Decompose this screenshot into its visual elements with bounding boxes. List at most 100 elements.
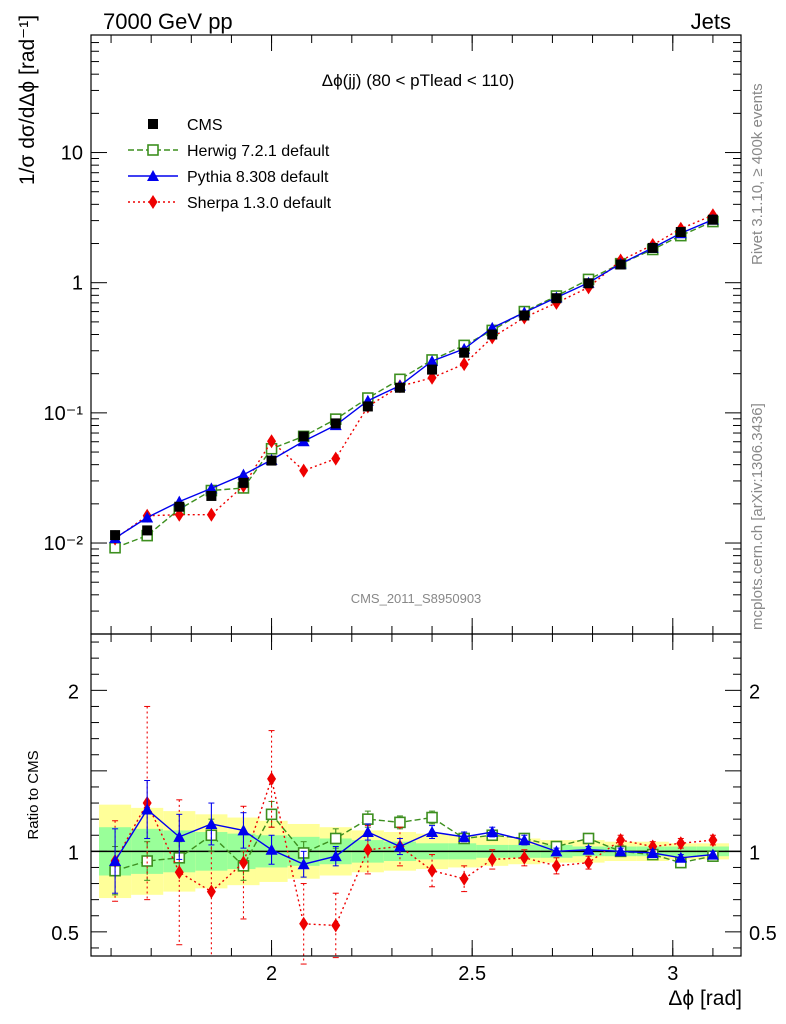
sherpa-ratio-point (616, 833, 626, 848)
ratio-y-tick-label: 1 (68, 842, 79, 864)
ratio-y-tick-label: 0.5 (51, 923, 79, 945)
pythia-ratio-point (265, 843, 278, 855)
y-tick-label: 10⁻² (44, 533, 84, 555)
main-y-axis-label: 1/σ dσ/dΔϕ [rad⁻¹] (16, 15, 39, 185)
herwig-ratio-point (329, 832, 342, 845)
legend-herwig-marker (147, 144, 159, 156)
pythia-ratio-point (582, 843, 595, 855)
sherpa-ratio-point (299, 916, 309, 931)
cms-point (238, 477, 249, 488)
legend: CMS Herwig 7.2.1 default Pythia 8.308 defa… (128, 117, 332, 212)
cms-point (394, 382, 405, 393)
sherpa-ratio-point (708, 833, 718, 848)
sherpa-ratio-point (584, 855, 594, 870)
legend-cms-label: CMS (187, 117, 223, 134)
ratio-y-tick-label-right: 0.5 (749, 923, 777, 945)
cms-point (330, 418, 341, 429)
pythia-line (114, 219, 714, 539)
main-plot-title: Δϕ(jj) (80 < pTlead < 110) (322, 71, 515, 90)
pythia-point (237, 468, 250, 480)
pythia-ratio-point (361, 826, 374, 838)
cms-point (427, 364, 438, 375)
sherpa-line (114, 214, 714, 540)
legend-pythia-label: Pythia 8.308 default (187, 169, 329, 186)
sherpa-ratio-line (114, 776, 713, 927)
header-left: 7000 GeV pp (103, 9, 233, 34)
cms-point (647, 242, 658, 253)
rivet-label: Rivet 3.1.10, ≥ 400k events (749, 83, 766, 265)
sherpa-ratio-point (267, 771, 277, 786)
herwig-ratio-point (394, 816, 406, 829)
pythia-ratio-point (646, 846, 659, 858)
y-axis-label-text: 1/σ dσ/dΔϕ [rad⁻¹] (16, 15, 39, 185)
main-axes: 10⁻² 10⁻¹ 1 10 (44, 34, 741, 635)
pythia-ratio-point (297, 858, 310, 870)
rivet-label-text: Rivet 3.1.10, ≥ 400k events (749, 83, 766, 265)
sherpa-ratio-point (363, 842, 373, 857)
pythia-ratio-point (674, 851, 687, 863)
legend-sherpa-label: Sherpa 1.3.0 default (187, 195, 332, 212)
y-tick-label: 10 (61, 143, 83, 165)
sherpa-point (299, 463, 309, 478)
sherpa-point (267, 434, 277, 449)
x-axis-label: Δϕ [rad] (668, 987, 742, 1010)
pythia-ratio-point (458, 830, 471, 842)
pythia-ratio-point (237, 824, 250, 836)
ratio-series-layer (109, 705, 719, 965)
cms-point (551, 293, 562, 304)
main-series-layer (109, 208, 719, 554)
ratio-panel-frame (90, 633, 742, 957)
sherpa-ratio-point (676, 836, 686, 851)
pythia-point (205, 482, 218, 494)
sherpa-ratio-point (238, 855, 248, 870)
legend-pythia-marker (147, 170, 159, 181)
cms-point (206, 490, 217, 501)
pythia-ratio-point (205, 817, 218, 829)
cms-point (615, 259, 626, 270)
cms-point (459, 347, 470, 358)
herwig-ratio-point (362, 813, 374, 825)
sherpa-ratio-point (459, 871, 469, 886)
x-tick-label: 2.5 (458, 963, 486, 985)
mcplots-label-text: mcplots.cern.ch [arXiv:1306.3436] (749, 403, 766, 630)
ratio-axes: 2 2.5 3 0.5 0.5 1 1 2 2 (51, 634, 777, 985)
ratio-y-axis-label-text: Ratio to CMS (25, 750, 42, 839)
pythia-ratio-point (426, 826, 439, 838)
pythia-ratio-point (518, 834, 531, 846)
y-tick-label: 1 (72, 273, 83, 295)
pythia-ratio-point (486, 826, 499, 838)
pythia-ratio-point (550, 845, 563, 857)
main-panel-background (91, 35, 741, 634)
cms-point (362, 401, 373, 412)
sherpa-ratio-point (427, 863, 437, 878)
cms-point (142, 525, 153, 536)
mcplots-label: mcplots.cern.ch [arXiv:1306.3436] (749, 403, 766, 630)
sherpa-ratio-point (331, 918, 341, 933)
sherpa-ratio-point (487, 852, 497, 867)
pythia-ratio-point (614, 845, 627, 857)
sherpa-point (331, 451, 341, 466)
x-tick-label: 2 (266, 963, 277, 985)
sherpa-ratio-point (206, 884, 216, 899)
cms-point (707, 214, 718, 225)
sherpa-ratio-point (551, 858, 561, 873)
herwig-ratio-point (582, 832, 595, 845)
pythia-ratio-point (173, 830, 186, 842)
pythia-ratio-point (109, 855, 122, 867)
pythia-ratio-line (114, 808, 713, 865)
legend-cms-marker (148, 119, 158, 129)
ratio-y-tick-label: 2 (68, 681, 79, 703)
ratio-y-tick-label-right: 2 (749, 681, 760, 703)
sherpa-ratio-point (519, 850, 529, 865)
cms-point (675, 227, 686, 238)
cms-point (174, 501, 185, 512)
pythia-ratio-point (329, 850, 342, 862)
herwig-ratio-point (141, 855, 153, 867)
cms-point (487, 329, 498, 340)
legend-herwig-label: Herwig 7.2.1 default (187, 143, 330, 160)
legend-sherpa-marker (148, 195, 158, 209)
ratio-y-tick-label-right: 1 (749, 842, 760, 864)
pythia-point (426, 355, 439, 367)
herwig-ratio-point (265, 808, 278, 821)
